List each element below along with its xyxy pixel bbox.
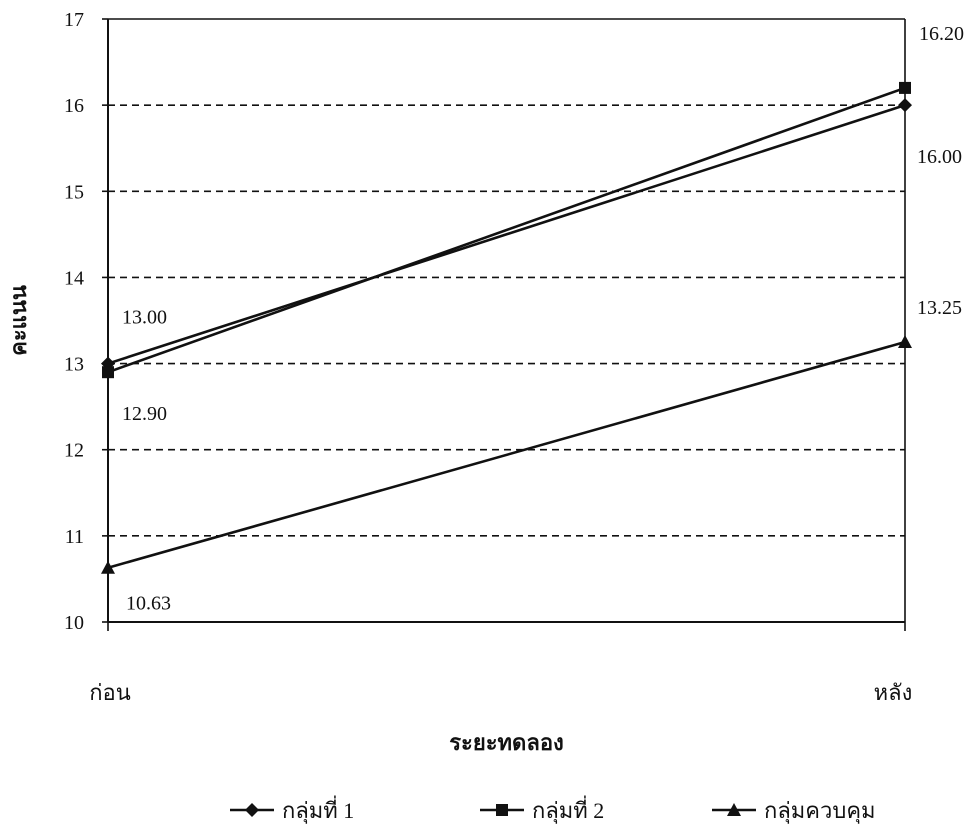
legend-label: กลุ่มควบคุม [764,798,876,824]
data-label: 16.20 [919,23,964,45]
square-marker [102,366,114,379]
series-line [107,103,906,365]
y-tick-label: 13 [64,354,84,376]
x-category-label: ก่อน [89,680,131,705]
legend: กลุ่มที่ 1 กลุ่มที่ 2 กลุ่มควบคุม [230,795,876,824]
square-marker [899,81,911,94]
data-label: 10.63 [126,593,171,615]
series-3 [101,335,912,574]
diamond-marker [898,98,912,113]
legend-label: กลุ่มที่ 2 [532,795,604,824]
legend-square-marker [496,804,508,816]
x-category-labels: ก่อน หลัง [89,622,912,705]
legend-diamond-marker [245,803,259,817]
y-tick-label: 11 [65,526,84,548]
triangle-marker [101,560,115,574]
legend-item: กลุ่มที่ 1 [230,795,354,824]
data-label: 13.00 [122,307,167,329]
series-line [107,340,906,569]
y-tick-label: 10 [64,612,84,634]
axes [107,18,906,623]
series-2 [102,81,911,379]
data-label: 16.00 [917,146,962,168]
legend-item: กลุ่มที่ 2 [480,795,604,824]
legend-item: กลุ่มควบคุม [712,798,876,824]
data-label: 12.90 [122,403,167,425]
y-tick-label: 15 [64,181,84,203]
y-tick-labels: 10 11 12 13 14 15 16 17 [64,9,108,634]
legend-label: กลุ่มที่ 1 [282,795,354,824]
series-1 [101,98,912,371]
y-tick-label: 14 [64,267,84,289]
series-line [107,86,906,374]
series-lines [101,81,912,574]
triangle-marker [898,335,912,349]
x-axis-title: ระยะทดลอง [449,730,564,755]
y-tick-label: 16 [64,95,84,117]
gridlines [108,104,905,537]
y-tick-label: 17 [64,9,84,31]
data-labels: 13.00 16.00 12.90 16.20 10.63 13.25 [122,23,964,615]
data-label: 13.25 [917,297,962,319]
y-tick-label: 12 [64,440,84,462]
legend-triangle-marker [727,803,741,816]
x-category-label: หลัง [874,680,913,705]
y-axis-title: คะแนน [6,285,31,356]
